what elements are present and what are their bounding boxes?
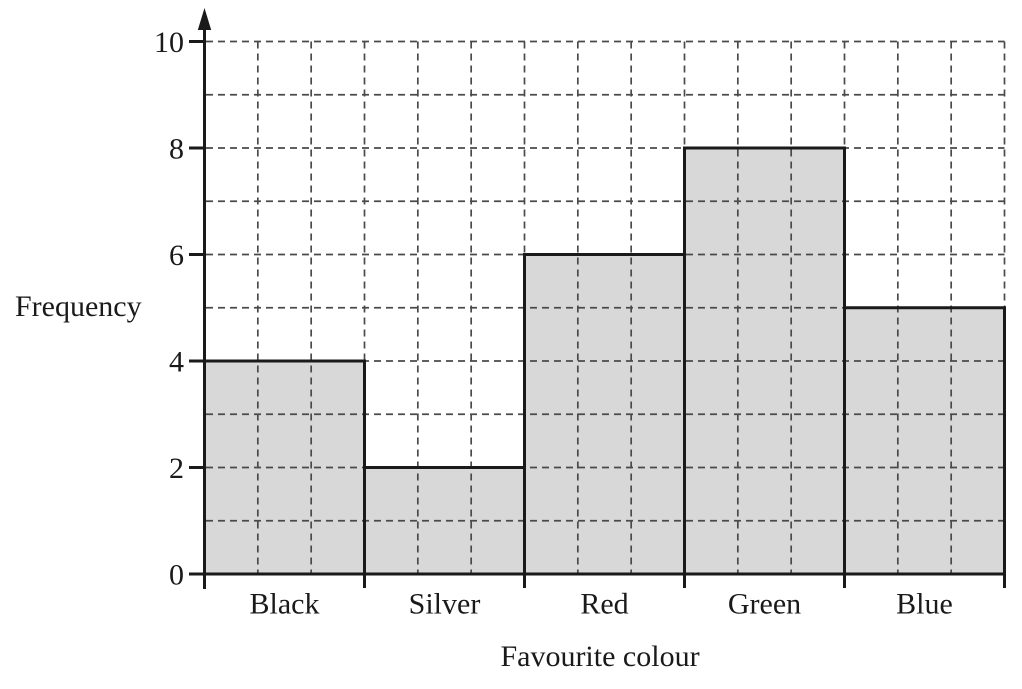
svg-text:4: 4 [169,345,184,378]
svg-text:6: 6 [169,239,184,272]
svg-text:0: 0 [169,558,184,591]
svg-text:10: 10 [154,26,184,59]
svg-text:Favourite colour: Favourite colour [500,640,699,673]
svg-text:Blue: Blue [896,588,953,621]
svg-text:Red: Red [580,588,628,621]
svg-text:8: 8 [169,132,184,165]
svg-text:Frequency: Frequency [15,290,142,323]
svg-text:Silver: Silver [409,588,481,621]
svg-text:Black: Black [250,588,320,621]
svg-text:2: 2 [169,452,184,485]
svg-text:Green: Green [728,588,801,621]
